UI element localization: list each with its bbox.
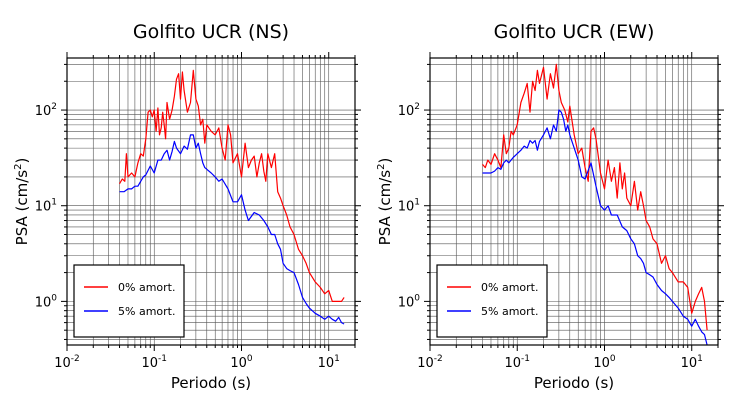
y-tick-label: 100 [398,293,421,310]
y-axis-label-close: ) [376,158,394,164]
x-tick-label: 101 [681,354,703,371]
x-tick-label-exp: 0 [610,354,616,364]
chart-title: Golfito UCR (NS) [133,21,289,43]
y-tick-label: 101 [35,198,57,215]
legend-label: 0% amort. [118,281,175,294]
y-axis-label-main: PSA (cm/s [376,170,394,246]
y-tick-label-base: 10 [35,200,52,215]
x-tick-label: 10-2 [54,354,80,371]
x-tick-label-base: 10 [141,356,158,371]
y-tick-label-base: 10 [398,104,415,119]
y-tick-label-exp: 1 [414,198,420,208]
y-axis-label-sup: 2 [376,164,387,170]
plot-frame [66,57,356,346]
y-axis-label: PSA (cm/s2) [376,158,394,246]
x-axis-label: Periodo (s) [171,374,251,392]
x-tick-label-base: 10 [681,356,698,371]
x-tick-label-base: 10 [54,356,71,371]
plot-frame [429,57,719,346]
y-tick-label-exp: 0 [414,293,420,303]
axis-ticks [424,52,724,351]
y-tick-label-base: 10 [35,295,52,310]
y-tick-label-base: 10 [398,200,415,215]
x-tick-label: 10-1 [504,354,530,371]
legend-label: 0% amort. [481,281,538,294]
x-tick-label-base: 10 [318,356,335,371]
y-tick-label: 102 [35,102,57,119]
y-tick-label: 100 [35,293,58,310]
legend-label: 5% amort. [118,305,175,318]
series-line-undamped [118,69,345,302]
x-tick-label-exp: -2 [71,354,80,364]
series-line-damped [119,134,345,325]
x-tick-label-exp: -1 [158,354,167,364]
y-tick-label: 102 [398,102,420,119]
y-axis-label-main: PSA (cm/s [13,170,31,246]
legend-box [73,264,185,338]
y-tick-label-exp: 1 [51,198,57,208]
legend-box [436,264,548,338]
y-axis-label-sup: 2 [13,164,24,170]
x-tick-label-base: 10 [504,356,521,371]
x-tick-label-exp: 1 [697,354,703,364]
x-tick-label: 100 [230,354,253,371]
x-axis-label: Periodo (s) [534,374,614,392]
y-tick-label-exp: 2 [51,102,57,112]
y-tick-label-base: 10 [35,104,52,119]
axis-ticks [61,52,361,351]
y-tick-label-exp: 2 [414,102,420,112]
legend: 0% amort. 5% amort. [73,264,185,338]
series-line-damped [482,109,708,346]
y-axis-label-close: ) [13,158,31,164]
y-tick-label: 101 [398,198,420,215]
x-tick-label: 10-1 [141,354,167,371]
x-tick-label-base: 10 [417,356,434,371]
x-tick-label: 10-2 [417,354,443,371]
series-line-undamped [482,63,708,331]
x-tick-label: 100 [593,354,616,371]
chart-panel-2: Golfito UCR (EW)10-2 10-1 100 101100101102P… [376,21,724,392]
x-tick-label-exp: 1 [334,354,340,364]
legend: 0% amort. 5% amort. [436,264,548,338]
y-tick-label-base: 10 [398,295,415,310]
x-tick-label-base: 10 [230,356,247,371]
y-axis-label: PSA (cm/s2) [13,158,31,246]
x-tick-label-exp: -1 [521,354,530,364]
y-tick-label-exp: 0 [51,293,57,303]
x-tick-label-exp: -2 [434,354,443,364]
x-tick-label-exp: 0 [247,354,253,364]
chart-title: Golfito UCR (EW) [494,21,655,43]
legend-label: 5% amort. [481,305,538,318]
x-tick-label: 101 [318,354,340,371]
chart-panel-1: Golfito UCR (NS)10-2 10-1 100 101100101102P… [13,21,361,392]
x-tick-label-base: 10 [593,356,610,371]
